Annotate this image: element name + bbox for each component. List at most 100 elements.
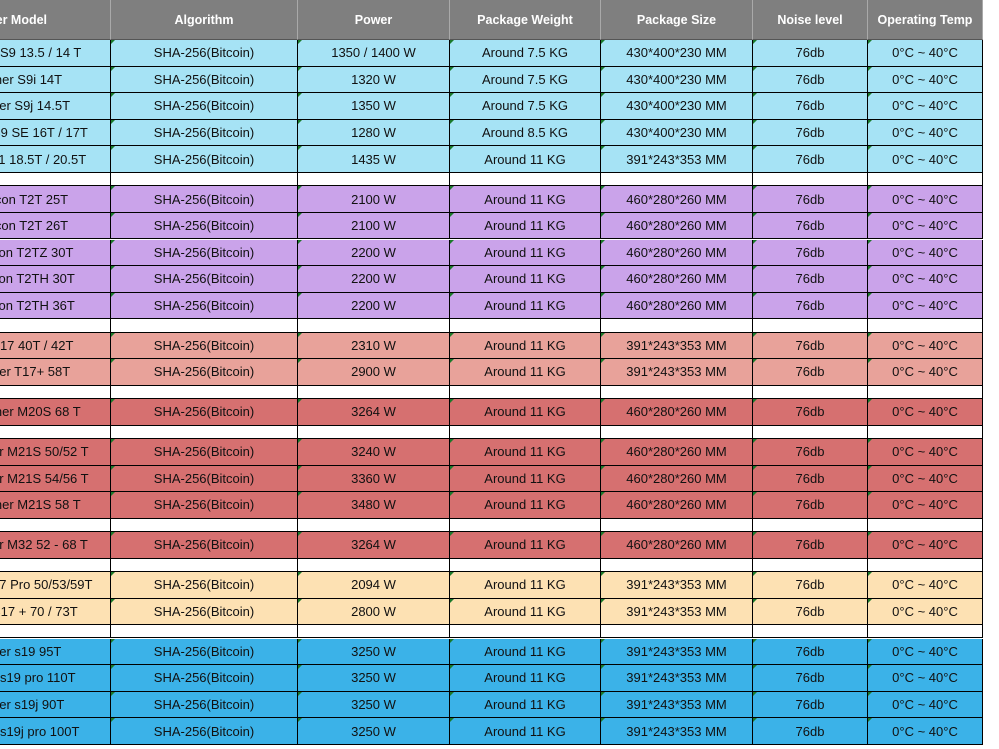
- cell-operating-temp[interactable]: [868, 173, 983, 187]
- column-header-package-weight[interactable]: Package Weight: [450, 0, 601, 40]
- cell-algorithm[interactable]: SHA-256(Bitcoin): [111, 66, 298, 94]
- cell-power[interactable]: 3480 W: [298, 492, 450, 519]
- cell-noise-level[interactable]: [753, 425, 868, 439]
- cell-operating-temp[interactable]: 0°C ~ 40°C: [868, 665, 983, 692]
- cell-package-weight[interactable]: [450, 425, 601, 439]
- cell-package-weight[interactable]: Around 11 KG: [450, 718, 601, 745]
- cell-operating-temp[interactable]: 0°C ~ 40°C: [868, 465, 983, 493]
- cell-operating-temp[interactable]: 0°C ~ 40°C: [868, 66, 983, 94]
- cell-noise-level[interactable]: [753, 518, 868, 533]
- cell-model[interactable]: iner S9i 14T: [0, 66, 111, 94]
- cell-model[interactable]: [0, 319, 111, 333]
- cell-operating-temp[interactable]: 0°C ~ 40°C: [868, 399, 983, 426]
- cell-noise-level[interactable]: [753, 173, 868, 187]
- cell-noise-level[interactable]: 76db: [753, 532, 868, 559]
- cell-power[interactable]: 3264 W: [298, 399, 450, 426]
- cell-model[interactable]: T17 40T / 42T: [0, 332, 111, 360]
- cell-operating-temp[interactable]: 0°C ~ 40°C: [868, 292, 983, 320]
- cell-package-size[interactable]: 460*280*260 MM: [601, 465, 753, 493]
- cell-algorithm[interactable]: SHA-256(Bitcoin): [111, 119, 298, 147]
- cell-package-size[interactable]: [601, 173, 753, 187]
- cell-noise-level[interactable]: [753, 319, 868, 333]
- cell-model[interactable]: r S9 13.5 / 14 T: [0, 40, 111, 67]
- cell-algorithm[interactable]: [111, 173, 298, 187]
- cell-noise-level[interactable]: 76db: [753, 66, 868, 94]
- cell-noise-level[interactable]: 76db: [753, 40, 868, 67]
- cell-power[interactable]: 1320 W: [298, 66, 450, 94]
- cell-package-size[interactable]: 460*280*260 MM: [601, 532, 753, 559]
- cell-package-weight[interactable]: Around 11 KG: [450, 598, 601, 626]
- cell-operating-temp[interactable]: 0°C ~ 40°C: [868, 572, 983, 599]
- cell-operating-temp[interactable]: 0°C ~ 40°C: [868, 718, 983, 745]
- cell-algorithm[interactable]: SHA-256(Bitcoin): [111, 665, 298, 692]
- cell-algorithm[interactable]: SHA-256(Bitcoin): [111, 439, 298, 466]
- cell-operating-temp[interactable]: 0°C ~ 40°C: [868, 146, 983, 173]
- cell-noise-level[interactable]: 76db: [753, 638, 868, 666]
- cell-noise-level[interactable]: 76db: [753, 239, 868, 267]
- cell-package-size[interactable]: [601, 518, 753, 533]
- cell-algorithm[interactable]: SHA-256(Bitcoin): [111, 40, 298, 67]
- cell-noise-level[interactable]: 76db: [753, 266, 868, 293]
- cell-package-size[interactable]: 460*280*260 MM: [601, 186, 753, 213]
- cell-operating-temp[interactable]: 0°C ~ 40°C: [868, 93, 983, 120]
- cell-package-weight[interactable]: Around 11 KG: [450, 665, 601, 692]
- cell-algorithm[interactable]: SHA-256(Bitcoin): [111, 598, 298, 626]
- cell-operating-temp[interactable]: 0°C ~ 40°C: [868, 186, 983, 213]
- cell-package-weight[interactable]: Around 11 KG: [450, 638, 601, 666]
- cell-algorithm[interactable]: SHA-256(Bitcoin): [111, 146, 298, 173]
- cell-noise-level[interactable]: 76db: [753, 439, 868, 466]
- cell-noise-level[interactable]: 76db: [753, 359, 868, 386]
- cell-operating-temp[interactable]: 0°C ~ 40°C: [868, 119, 983, 147]
- cell-model[interactable]: 17 Pro 50/53/59T: [0, 572, 111, 599]
- cell-package-size[interactable]: 430*400*230 MM: [601, 119, 753, 147]
- cell-package-weight[interactable]: Around 7.5 KG: [450, 93, 601, 120]
- cell-package-weight[interactable]: Around 11 KG: [450, 212, 601, 240]
- cell-package-weight[interactable]: Around 11 KG: [450, 532, 601, 559]
- cell-noise-level[interactable]: 76db: [753, 665, 868, 692]
- cell-noise-level[interactable]: 76db: [753, 598, 868, 626]
- column-header-package-size[interactable]: Package Size: [601, 0, 753, 40]
- cell-operating-temp[interactable]: 0°C ~ 40°C: [868, 332, 983, 360]
- cell-operating-temp[interactable]: [868, 518, 983, 533]
- cell-operating-temp[interactable]: 0°C ~ 40°C: [868, 691, 983, 719]
- cell-model[interactable]: [0, 625, 111, 639]
- cell-package-size[interactable]: 391*243*353 MM: [601, 638, 753, 666]
- cell-package-weight[interactable]: Around 11 KG: [450, 691, 601, 719]
- cell-model[interactable]: ner S9j 14.5T: [0, 93, 111, 120]
- cell-operating-temp[interactable]: 0°C ~ 40°C: [868, 439, 983, 466]
- cell-power[interactable]: 3264 W: [298, 532, 450, 559]
- cell-algorithm[interactable]: [111, 625, 298, 639]
- cell-algorithm[interactable]: SHA-256(Bitcoin): [111, 212, 298, 240]
- cell-operating-temp[interactable]: 0°C ~ 40°C: [868, 638, 983, 666]
- cell-package-size[interactable]: [601, 319, 753, 333]
- cell-power[interactable]: 1350 / 1400 W: [298, 40, 450, 67]
- cell-package-size[interactable]: [601, 558, 753, 572]
- cell-package-weight[interactable]: Around 11 KG: [450, 572, 601, 599]
- cell-model[interactable]: con T2TH 30T: [0, 266, 111, 293]
- cell-package-size[interactable]: 391*243*353 MM: [601, 691, 753, 719]
- cell-package-size[interactable]: 391*243*353 MM: [601, 598, 753, 626]
- cell-power[interactable]: 2900 W: [298, 359, 450, 386]
- cell-power[interactable]: 3250 W: [298, 718, 450, 745]
- cell-power[interactable]: 2100 W: [298, 212, 450, 240]
- cell-package-size[interactable]: 460*280*260 MM: [601, 492, 753, 519]
- cell-package-size[interactable]: 391*243*353 MM: [601, 146, 753, 173]
- cell-package-weight[interactable]: Around 8.5 KG: [450, 119, 601, 147]
- cell-operating-temp[interactable]: 0°C ~ 40°C: [868, 212, 983, 240]
- cell-algorithm[interactable]: SHA-256(Bitcoin): [111, 638, 298, 666]
- cell-package-size[interactable]: 460*280*260 MM: [601, 266, 753, 293]
- cell-package-weight[interactable]: [450, 558, 601, 572]
- cell-package-weight[interactable]: Around 11 KG: [450, 186, 601, 213]
- cell-algorithm[interactable]: SHA-256(Bitcoin): [111, 572, 298, 599]
- cell-operating-temp[interactable]: 0°C ~ 40°C: [868, 532, 983, 559]
- cell-algorithm[interactable]: SHA-256(Bitcoin): [111, 465, 298, 493]
- cell-model[interactable]: ner T17+ 58T: [0, 359, 111, 386]
- cell-model[interactable]: S17 + 70 / 73T: [0, 598, 111, 626]
- cell-package-size[interactable]: [601, 425, 753, 439]
- cell-operating-temp[interactable]: [868, 385, 983, 400]
- cell-power[interactable]: 2310 W: [298, 332, 450, 360]
- cell-algorithm[interactable]: SHA-256(Bitcoin): [111, 718, 298, 745]
- cell-model[interactable]: er M21S 54/56 T: [0, 465, 111, 493]
- cell-package-size[interactable]: 391*243*353 MM: [601, 359, 753, 386]
- cell-package-size[interactable]: 460*280*260 MM: [601, 439, 753, 466]
